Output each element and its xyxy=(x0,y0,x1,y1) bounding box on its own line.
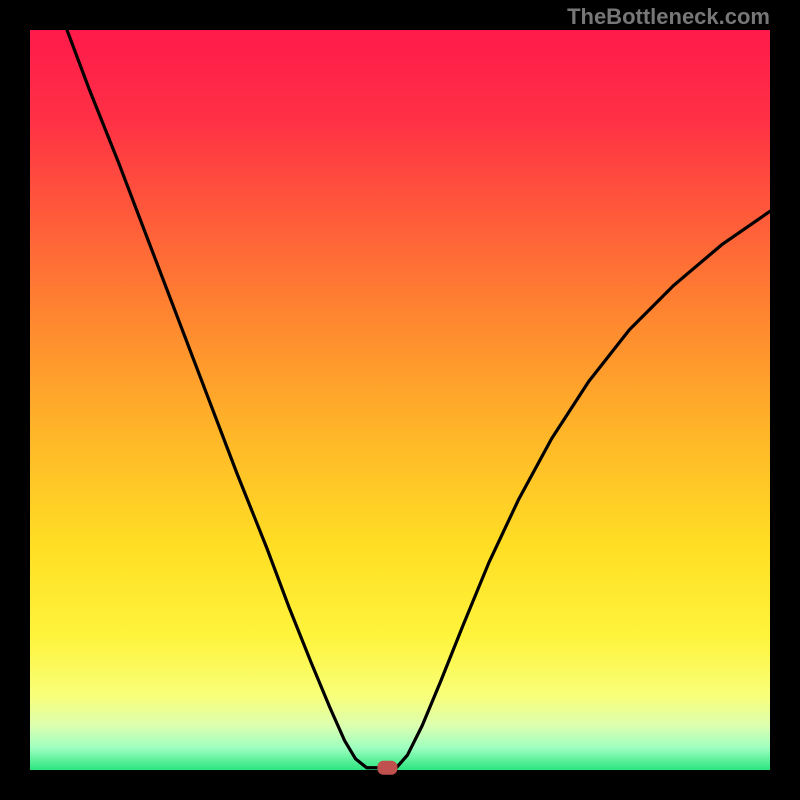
watermark-text: TheBottleneck.com xyxy=(567,4,770,30)
plot-background xyxy=(30,30,770,770)
optimal-marker xyxy=(377,761,397,775)
bottleneck-chart xyxy=(0,0,800,800)
